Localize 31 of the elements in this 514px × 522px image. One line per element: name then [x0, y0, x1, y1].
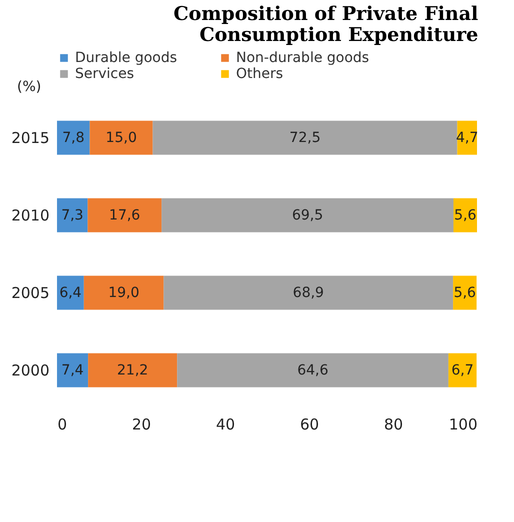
data-label: 7,8	[62, 130, 85, 146]
x-tick-label: 0	[58, 416, 68, 434]
legend-label: Services	[75, 66, 134, 82]
y-tick-label: 2010	[11, 206, 50, 224]
legend-label: Non-durable goods	[236, 50, 370, 66]
data-label: 68,9	[292, 284, 324, 301]
legend-label: Others	[236, 66, 284, 82]
data-label: 7,4	[61, 362, 84, 378]
legend-label: Durable goods	[75, 50, 178, 66]
data-label: 6,7	[451, 362, 474, 378]
data-label: 15,0	[106, 130, 137, 146]
data-label: 64,6	[297, 362, 328, 378]
data-label: 17,6	[109, 207, 140, 224]
x-tick-label: 80	[384, 416, 404, 434]
x-axis-title: (%)	[17, 79, 42, 95]
data-label: 7,3	[61, 207, 84, 224]
data-label: 5,6	[454, 284, 476, 301]
x-tick-label: 40	[216, 416, 236, 434]
y-tick-label: 2000	[11, 361, 50, 380]
data-label: 21,2	[117, 362, 148, 378]
y-tick-label: 2005	[11, 284, 50, 302]
data-label: 19,0	[108, 284, 140, 301]
data-label: 5,6	[454, 207, 476, 224]
x-tick-label: 20	[132, 416, 152, 434]
data-label: 72,5	[289, 130, 321, 146]
x-tick-label: 100	[448, 416, 478, 434]
data-label: 69,5	[292, 207, 324, 224]
chart-title: Composition of Private Final Consumption Expenditure	[174, 3, 478, 46]
y-tick-label: 2015	[11, 128, 50, 147]
x-tick-label: 60	[300, 416, 320, 434]
data-label: 6,4	[59, 284, 82, 301]
